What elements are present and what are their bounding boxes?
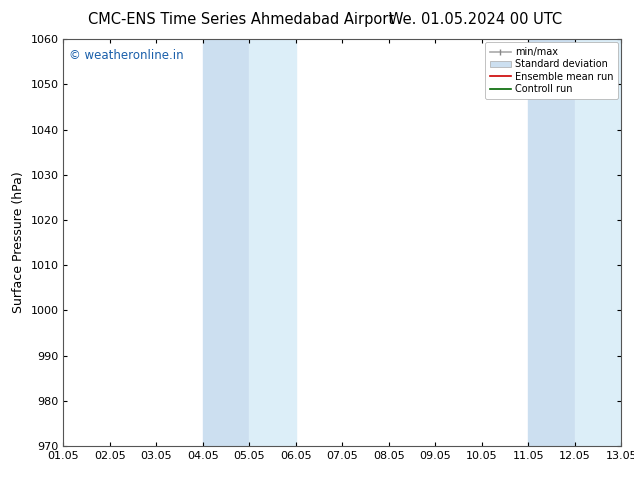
Bar bbox=[203, 39, 249, 446]
Bar bbox=[575, 39, 621, 446]
Legend: min/max, Standard deviation, Ensemble mean run, Controll run: min/max, Standard deviation, Ensemble me… bbox=[485, 42, 618, 99]
Y-axis label: Surface Pressure (hPa): Surface Pressure (hPa) bbox=[12, 172, 25, 314]
Bar bbox=[249, 39, 296, 446]
Text: We. 01.05.2024 00 UTC: We. 01.05.2024 00 UTC bbox=[389, 12, 562, 27]
Bar bbox=[528, 39, 575, 446]
Text: CMC-ENS Time Series Ahmedabad Airport: CMC-ENS Time Series Ahmedabad Airport bbox=[88, 12, 394, 27]
Text: © weatheronline.in: © weatheronline.in bbox=[69, 49, 184, 62]
